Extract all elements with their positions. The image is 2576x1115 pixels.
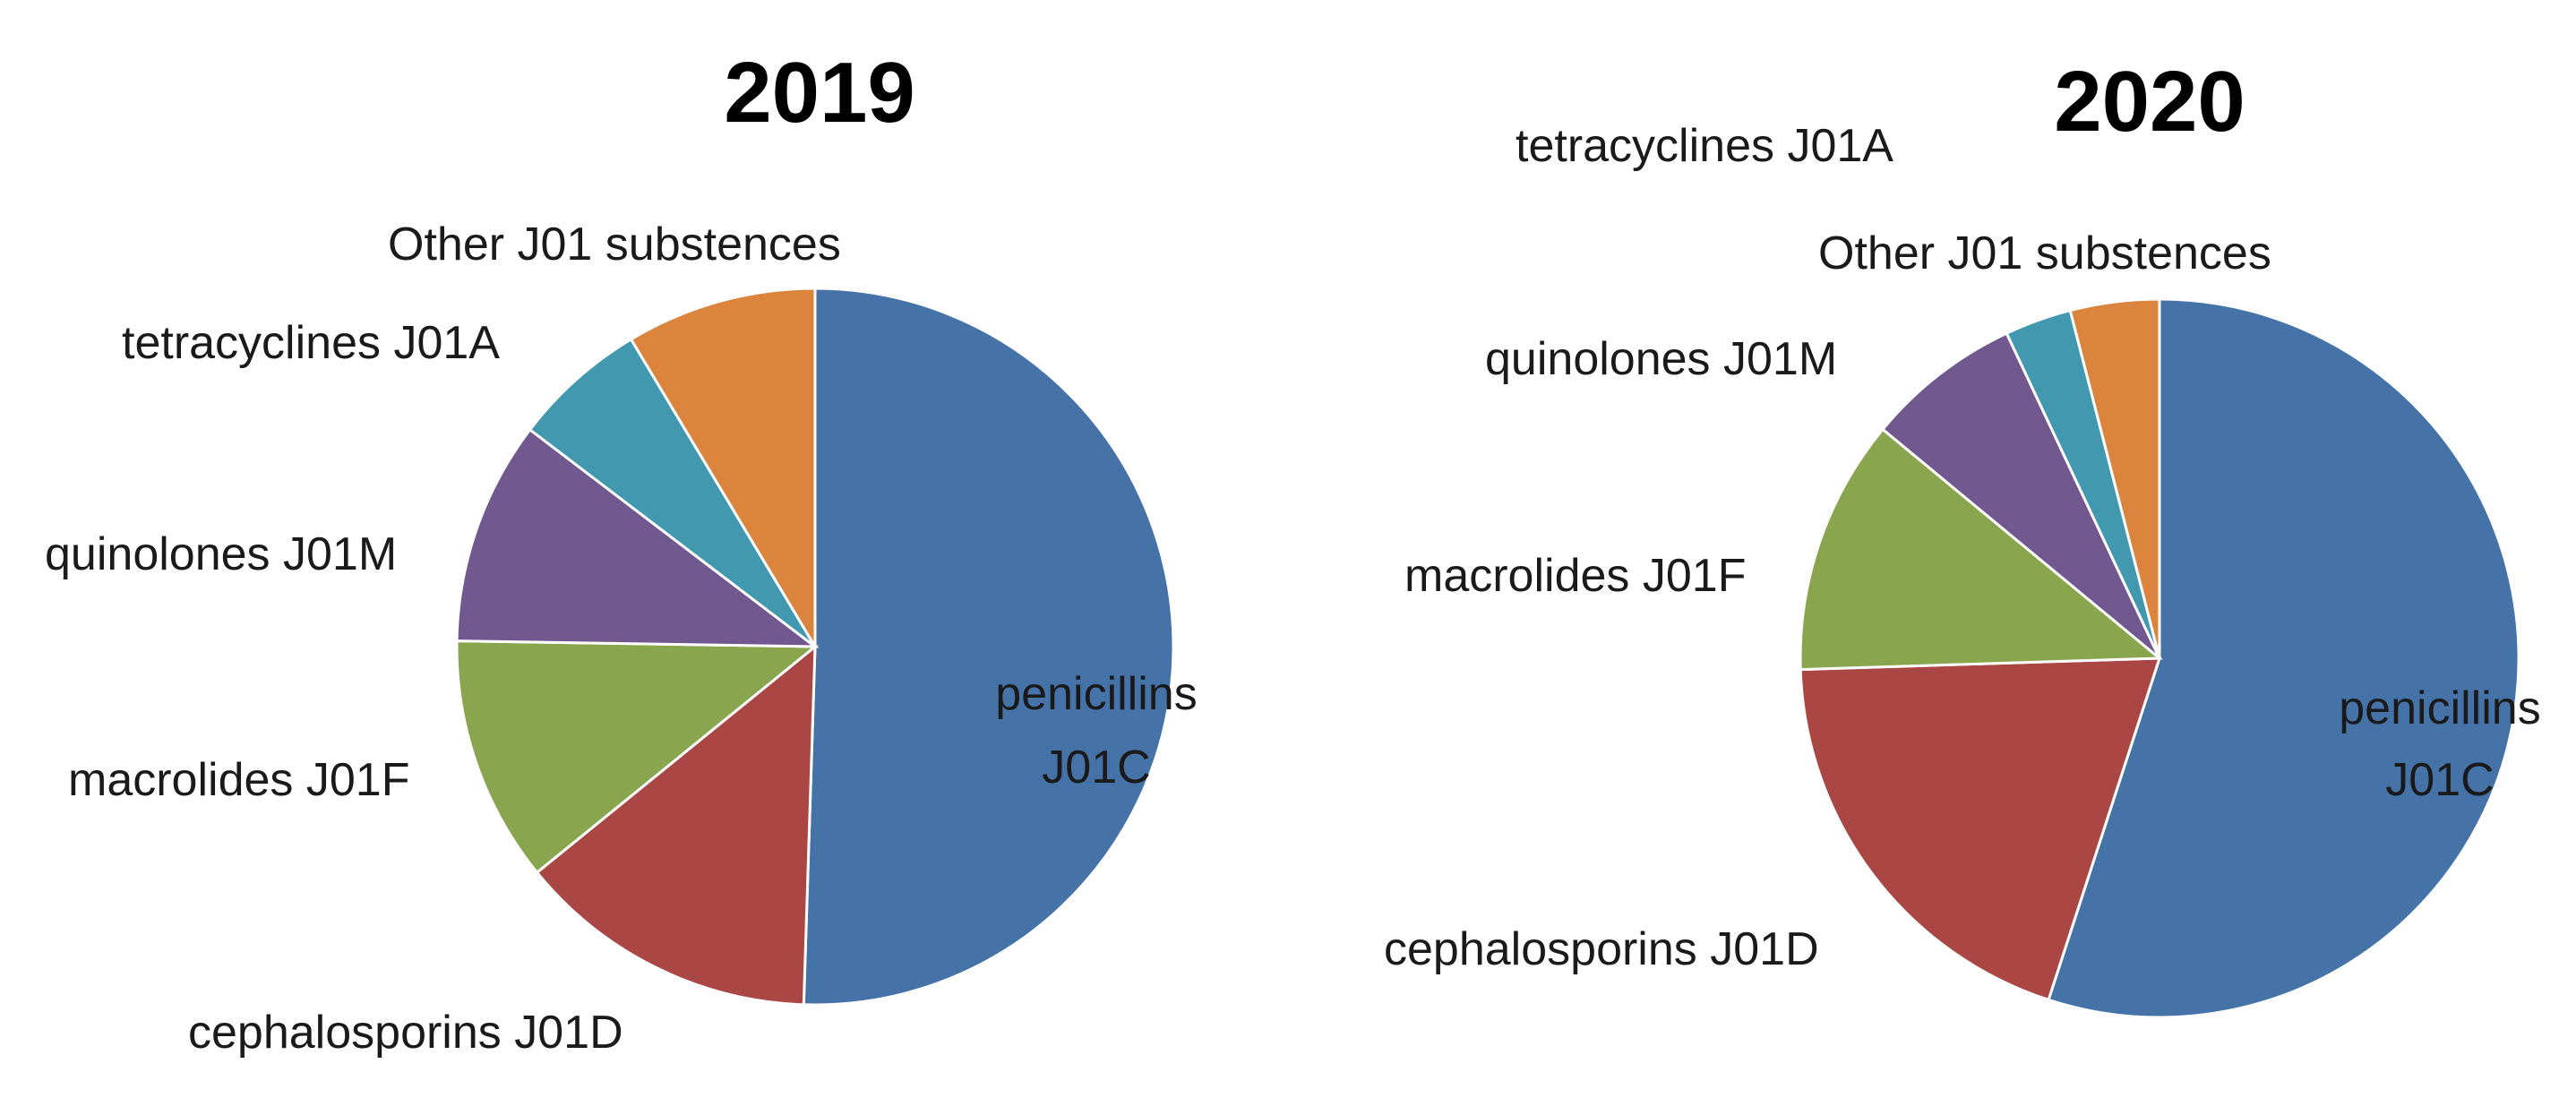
pie-slice-penicillins-j01c [802, 287, 1175, 1007]
slice-label-line: penicillins [995, 668, 1197, 720]
slice-label-line: tetracyclines J01A [1516, 120, 1893, 172]
pie-chart-2019: 2019 penicillins J01C cephalosporins J01D m… [45, 45, 1198, 1059]
slice-label-line: Other J01 substences [1818, 227, 2271, 279]
slice-label-macrolides-j01f: macrolides J01F [68, 754, 409, 806]
slice-label-macrolides-j01f: macrolides J01F [1404, 550, 1746, 602]
slice-label-line: J01C [1042, 742, 1150, 793]
slice-label-line: J01C [2385, 754, 2494, 806]
pie-slice-tetracyclines-j01a [528, 337, 817, 648]
slice-label-line: quinolones J01M [1485, 333, 1837, 385]
slice-label-quinolones-j01m: quinolones J01M [45, 528, 397, 580]
pie-slice-cephalosporins-j01d [1799, 656, 2162, 1002]
slice-label-other-j01-substences: Other J01 substences [388, 219, 841, 270]
pie-chart-2020: 2020 penicillins J01C cephalosporins J01D m… [1384, 54, 2541, 1019]
slice-label-tetracyclines-j01a: tetracyclines J01A [1516, 120, 1893, 172]
slice-label-line: tetracyclines J01A [122, 317, 500, 369]
slice-label-cephalosporins-j01d: cephalosporins J01D [1384, 923, 1819, 975]
chart-title-2019: 2019 [724, 45, 915, 141]
chart-title-2020: 2020 [2054, 54, 2245, 150]
slice-label-quinolones-j01m: quinolones J01M [1485, 333, 1837, 385]
pie-slice-cephalosporins-j01d [535, 643, 817, 1007]
slice-label-line: macrolides J01F [1404, 550, 1746, 602]
slice-label-line: cephalosporins J01D [1384, 923, 1819, 975]
slice-label-line: macrolides J01F [68, 754, 409, 806]
pie-slice-macrolides-j01f [1799, 427, 2164, 672]
pie-slice-other-j01-substences [629, 287, 817, 652]
slice-label-line: penicillins [2339, 682, 2540, 734]
pie-slice-macrolides-j01f [455, 639, 820, 875]
slice-label-penicillins-j01c: penicillins J01C [995, 668, 1197, 793]
slice-label-line: cephalosporins J01D [188, 1007, 623, 1059]
pie-slice-quinolones-j01m [455, 427, 820, 648]
slice-label-other-j01-substences: Other J01 substences [1818, 227, 2271, 279]
slice-label-line: quinolones J01M [45, 528, 397, 580]
slice-label-line: Other J01 substences [388, 219, 841, 270]
slice-label-cephalosporins-j01d: cephalosporins J01D [188, 1007, 623, 1059]
slice-label-penicillins-j01c: penicillins J01C [2339, 682, 2540, 806]
pie-slice-penicillins-j01c [2047, 297, 2520, 1019]
pie-slice-quinolones-j01m [1880, 331, 2161, 660]
pie-slice-other-j01-substences [2068, 297, 2161, 659]
slice-label-tetracyclines-j01a: tetracyclines J01A [122, 317, 500, 369]
